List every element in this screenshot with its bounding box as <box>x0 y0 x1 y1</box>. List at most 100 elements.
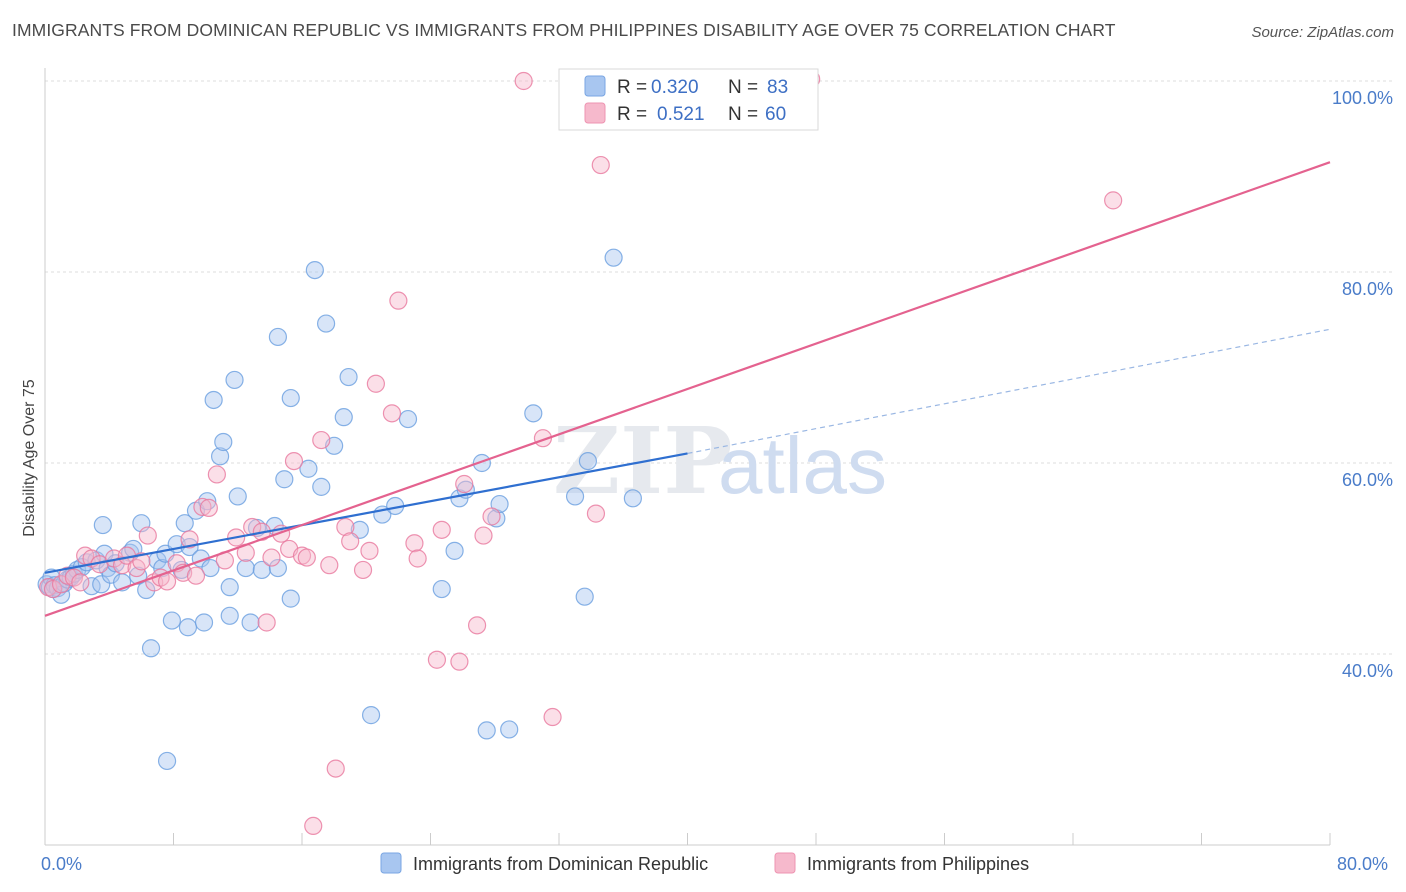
data-point <box>268 558 288 578</box>
data-point <box>252 560 271 580</box>
y-tick-label: 80.0% <box>1342 279 1393 299</box>
data-point <box>207 465 226 484</box>
data-point <box>225 370 244 390</box>
data-point <box>467 616 487 635</box>
data-point <box>382 404 402 423</box>
bottom-legend-swatch-dominican <box>380 852 402 874</box>
watermark: ZIP atlas <box>553 407 887 515</box>
data-point <box>432 579 451 599</box>
data-point <box>445 541 464 560</box>
legend-r-label-2: R = <box>617 104 647 125</box>
data-point <box>341 532 360 551</box>
data-point <box>241 613 260 632</box>
data-point <box>299 459 318 478</box>
data-point <box>312 430 331 450</box>
source-label: Source: ZipAtlas.com <box>1251 24 1394 41</box>
data-point <box>353 560 373 580</box>
data-point <box>450 652 469 671</box>
data-point <box>141 639 161 658</box>
data-point <box>204 390 223 410</box>
data-point <box>132 552 151 571</box>
data-point <box>281 388 300 408</box>
data-point <box>455 474 474 494</box>
data-point <box>477 721 496 740</box>
data-point <box>408 549 427 568</box>
data-point <box>257 613 276 632</box>
data-point <box>162 611 181 630</box>
axes <box>44 68 1331 846</box>
bottom-legend-swatch-philippines <box>774 852 796 874</box>
trend-line-dominican <box>44 452 688 574</box>
legend-r-label-1: R = <box>617 77 647 98</box>
data-point <box>514 71 533 91</box>
bottom-legend: Immigrants from Dominican Republic Immig… <box>380 852 1029 874</box>
data-point <box>334 408 353 427</box>
data-point <box>604 248 623 267</box>
y-tick-label: 100.0% <box>1332 88 1393 108</box>
data-point <box>366 374 385 393</box>
legend-n-label-1: N = <box>728 77 758 98</box>
y-axis-label: Disability Age Over 75 <box>21 379 38 537</box>
data-point <box>157 751 177 771</box>
trend-line-dominican-extension <box>687 328 1331 455</box>
data-point <box>236 558 255 578</box>
series-philippines <box>39 69 1123 836</box>
x-tick-label-max: 80.0% <box>1337 854 1388 874</box>
data-point <box>474 526 493 545</box>
data-point <box>262 548 281 567</box>
data-point <box>623 489 642 508</box>
data-point <box>326 759 345 778</box>
data-point <box>482 507 501 526</box>
data-point <box>575 587 594 606</box>
series-dominican-republic <box>37 248 642 771</box>
legend-r-value-2: 0.521 <box>657 104 705 125</box>
data-point <box>304 816 323 836</box>
data-point <box>180 530 199 549</box>
legend-box: R = 0.320 N = 83 R = 0.521 N = 60 <box>558 68 819 131</box>
data-point <box>284 451 304 471</box>
data-point <box>201 558 220 578</box>
data-point <box>543 707 562 727</box>
data-point <box>193 497 212 517</box>
data-point <box>578 451 598 471</box>
data-point <box>320 556 339 575</box>
data-point <box>360 541 379 560</box>
y-tick-label: 40.0% <box>1342 661 1393 681</box>
bottom-legend-label-dominican: Immigrants from Dominican Republic <box>413 854 708 874</box>
data-point <box>129 566 148 585</box>
data-point <box>220 578 239 597</box>
legend-n-label-2: N = <box>728 104 758 125</box>
data-point <box>524 404 543 423</box>
data-point <box>199 498 218 517</box>
legend-n-value-1: 83 <box>767 77 788 98</box>
data-point <box>339 367 358 387</box>
data-point <box>1104 191 1123 210</box>
data-point <box>228 487 247 506</box>
data-point <box>312 477 331 496</box>
data-point <box>243 517 262 537</box>
data-point <box>268 327 288 347</box>
data-point <box>500 720 519 739</box>
data-point <box>93 515 112 535</box>
data-point <box>186 566 206 585</box>
legend-r-value-1: 0.320 <box>651 77 699 98</box>
y-tick-label: 60.0% <box>1342 470 1393 490</box>
data-point <box>336 517 355 537</box>
data-point <box>405 534 424 553</box>
data-point <box>586 504 606 523</box>
grid-lines <box>45 80 1392 655</box>
data-point <box>281 589 300 608</box>
data-point <box>71 573 90 592</box>
data-point <box>220 606 239 625</box>
data-point <box>565 487 585 506</box>
legend-swatch-dominican <box>584 75 606 97</box>
data-point <box>305 260 324 280</box>
data-point <box>591 155 610 175</box>
data-point <box>138 526 157 545</box>
watermark-atlas: atlas <box>718 421 887 510</box>
trend-lines <box>44 161 1331 617</box>
legend-n-value-2: 60 <box>765 104 786 125</box>
data-point <box>398 409 418 429</box>
data-point <box>194 613 214 632</box>
